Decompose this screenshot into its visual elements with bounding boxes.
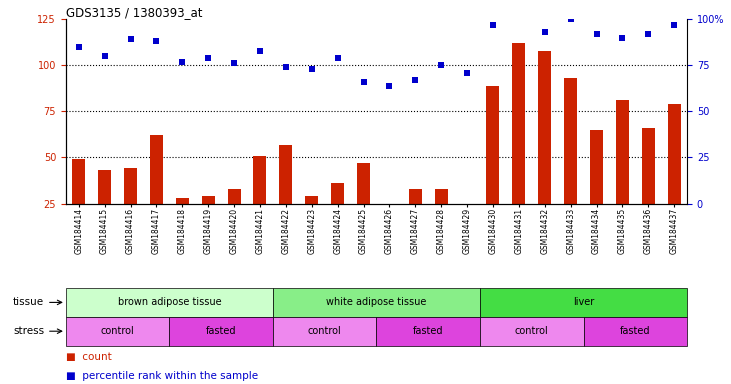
Bar [512, 43, 526, 250]
Bar [124, 169, 137, 250]
Bar [273, 317, 376, 346]
Bar [66, 288, 273, 317]
Bar [583, 317, 687, 346]
Text: liver: liver [573, 297, 594, 308]
Bar [227, 189, 240, 250]
Text: fasted: fasted [206, 326, 236, 336]
Bar [590, 130, 603, 250]
Bar [616, 100, 629, 250]
Bar [150, 135, 163, 250]
Bar [564, 78, 577, 250]
Text: white adipose tissue: white adipose tissue [326, 297, 427, 308]
Bar [435, 189, 447, 250]
Bar [383, 205, 396, 250]
Text: ■  percentile rank within the sample: ■ percentile rank within the sample [66, 371, 258, 381]
Text: control: control [308, 326, 341, 336]
Bar [538, 51, 551, 250]
Text: ■  count: ■ count [66, 352, 112, 362]
Bar [642, 128, 655, 250]
Bar [376, 317, 480, 346]
Text: control: control [101, 326, 135, 336]
Text: control: control [515, 326, 549, 336]
Text: fasted: fasted [620, 326, 651, 336]
Bar [487, 86, 499, 250]
Bar [72, 159, 86, 250]
Bar [254, 156, 266, 250]
Bar [480, 288, 687, 317]
Bar [461, 209, 474, 250]
Bar [273, 288, 480, 317]
Bar [409, 189, 422, 250]
Text: brown adipose tissue: brown adipose tissue [118, 297, 221, 308]
Bar [202, 196, 215, 250]
Bar [176, 198, 189, 250]
Bar [98, 170, 111, 250]
Bar [667, 104, 681, 250]
Text: stress: stress [13, 326, 62, 336]
Text: GDS3135 / 1380393_at: GDS3135 / 1380393_at [66, 6, 202, 19]
Bar [66, 317, 170, 346]
Bar [357, 163, 370, 250]
Bar [480, 317, 583, 346]
Bar [170, 317, 273, 346]
Text: tissue: tissue [13, 297, 62, 308]
Bar [306, 196, 318, 250]
Bar [279, 144, 292, 250]
Text: fasted: fasted [413, 326, 444, 336]
Bar [331, 183, 344, 250]
